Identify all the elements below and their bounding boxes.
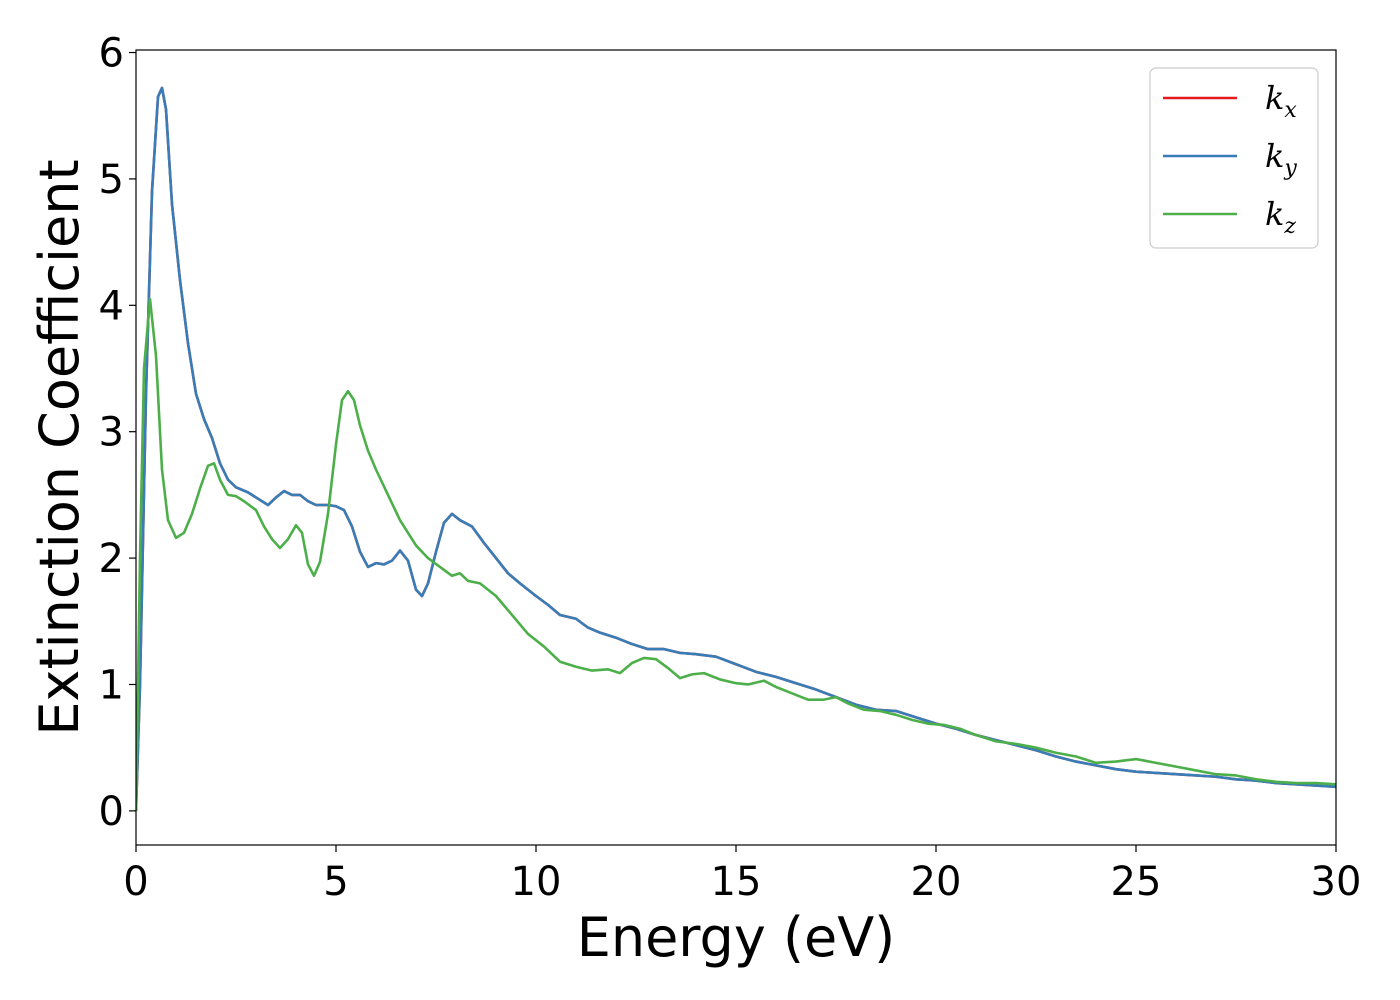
y-tick-label: 5 <box>99 157 124 203</box>
x-axis-title: Energy (eV) <box>577 906 896 969</box>
x-tick-label: 30 <box>1311 859 1362 905</box>
y-tick-label: 3 <box>99 410 124 456</box>
y-tick-label: 1 <box>99 662 124 708</box>
legend: kx ky kz <box>1149 67 1319 249</box>
legend-box <box>1149 67 1319 249</box>
x-tick-label: 25 <box>1111 859 1162 905</box>
legend-label-kz: kz <box>1265 195 1296 239</box>
y-axis-ticks: 0 1 2 3 4 5 6 <box>99 31 136 835</box>
series-line-ky <box>136 86 1336 811</box>
y-tick-label: 2 <box>99 536 124 582</box>
x-tick-label: 0 <box>123 859 148 905</box>
y-tick-label: 6 <box>99 31 124 77</box>
legend-label-ky: ky <box>1265 137 1297 181</box>
y-tick-label: 0 <box>99 789 124 835</box>
series-layer <box>136 86 1336 811</box>
y-axis-title: Extinction Coefficient <box>28 159 91 735</box>
y-tick-label: 4 <box>99 283 124 329</box>
x-tick-label: 15 <box>711 859 762 905</box>
legend-label-kx: kx <box>1265 79 1297 123</box>
x-tick-label: 5 <box>323 859 348 905</box>
series-line-kz <box>136 297 1336 811</box>
x-axis-ticks: 0 5 10 15 20 25 30 <box>123 845 1361 905</box>
x-tick-label: 10 <box>511 859 562 905</box>
x-tick-label: 20 <box>911 859 962 905</box>
